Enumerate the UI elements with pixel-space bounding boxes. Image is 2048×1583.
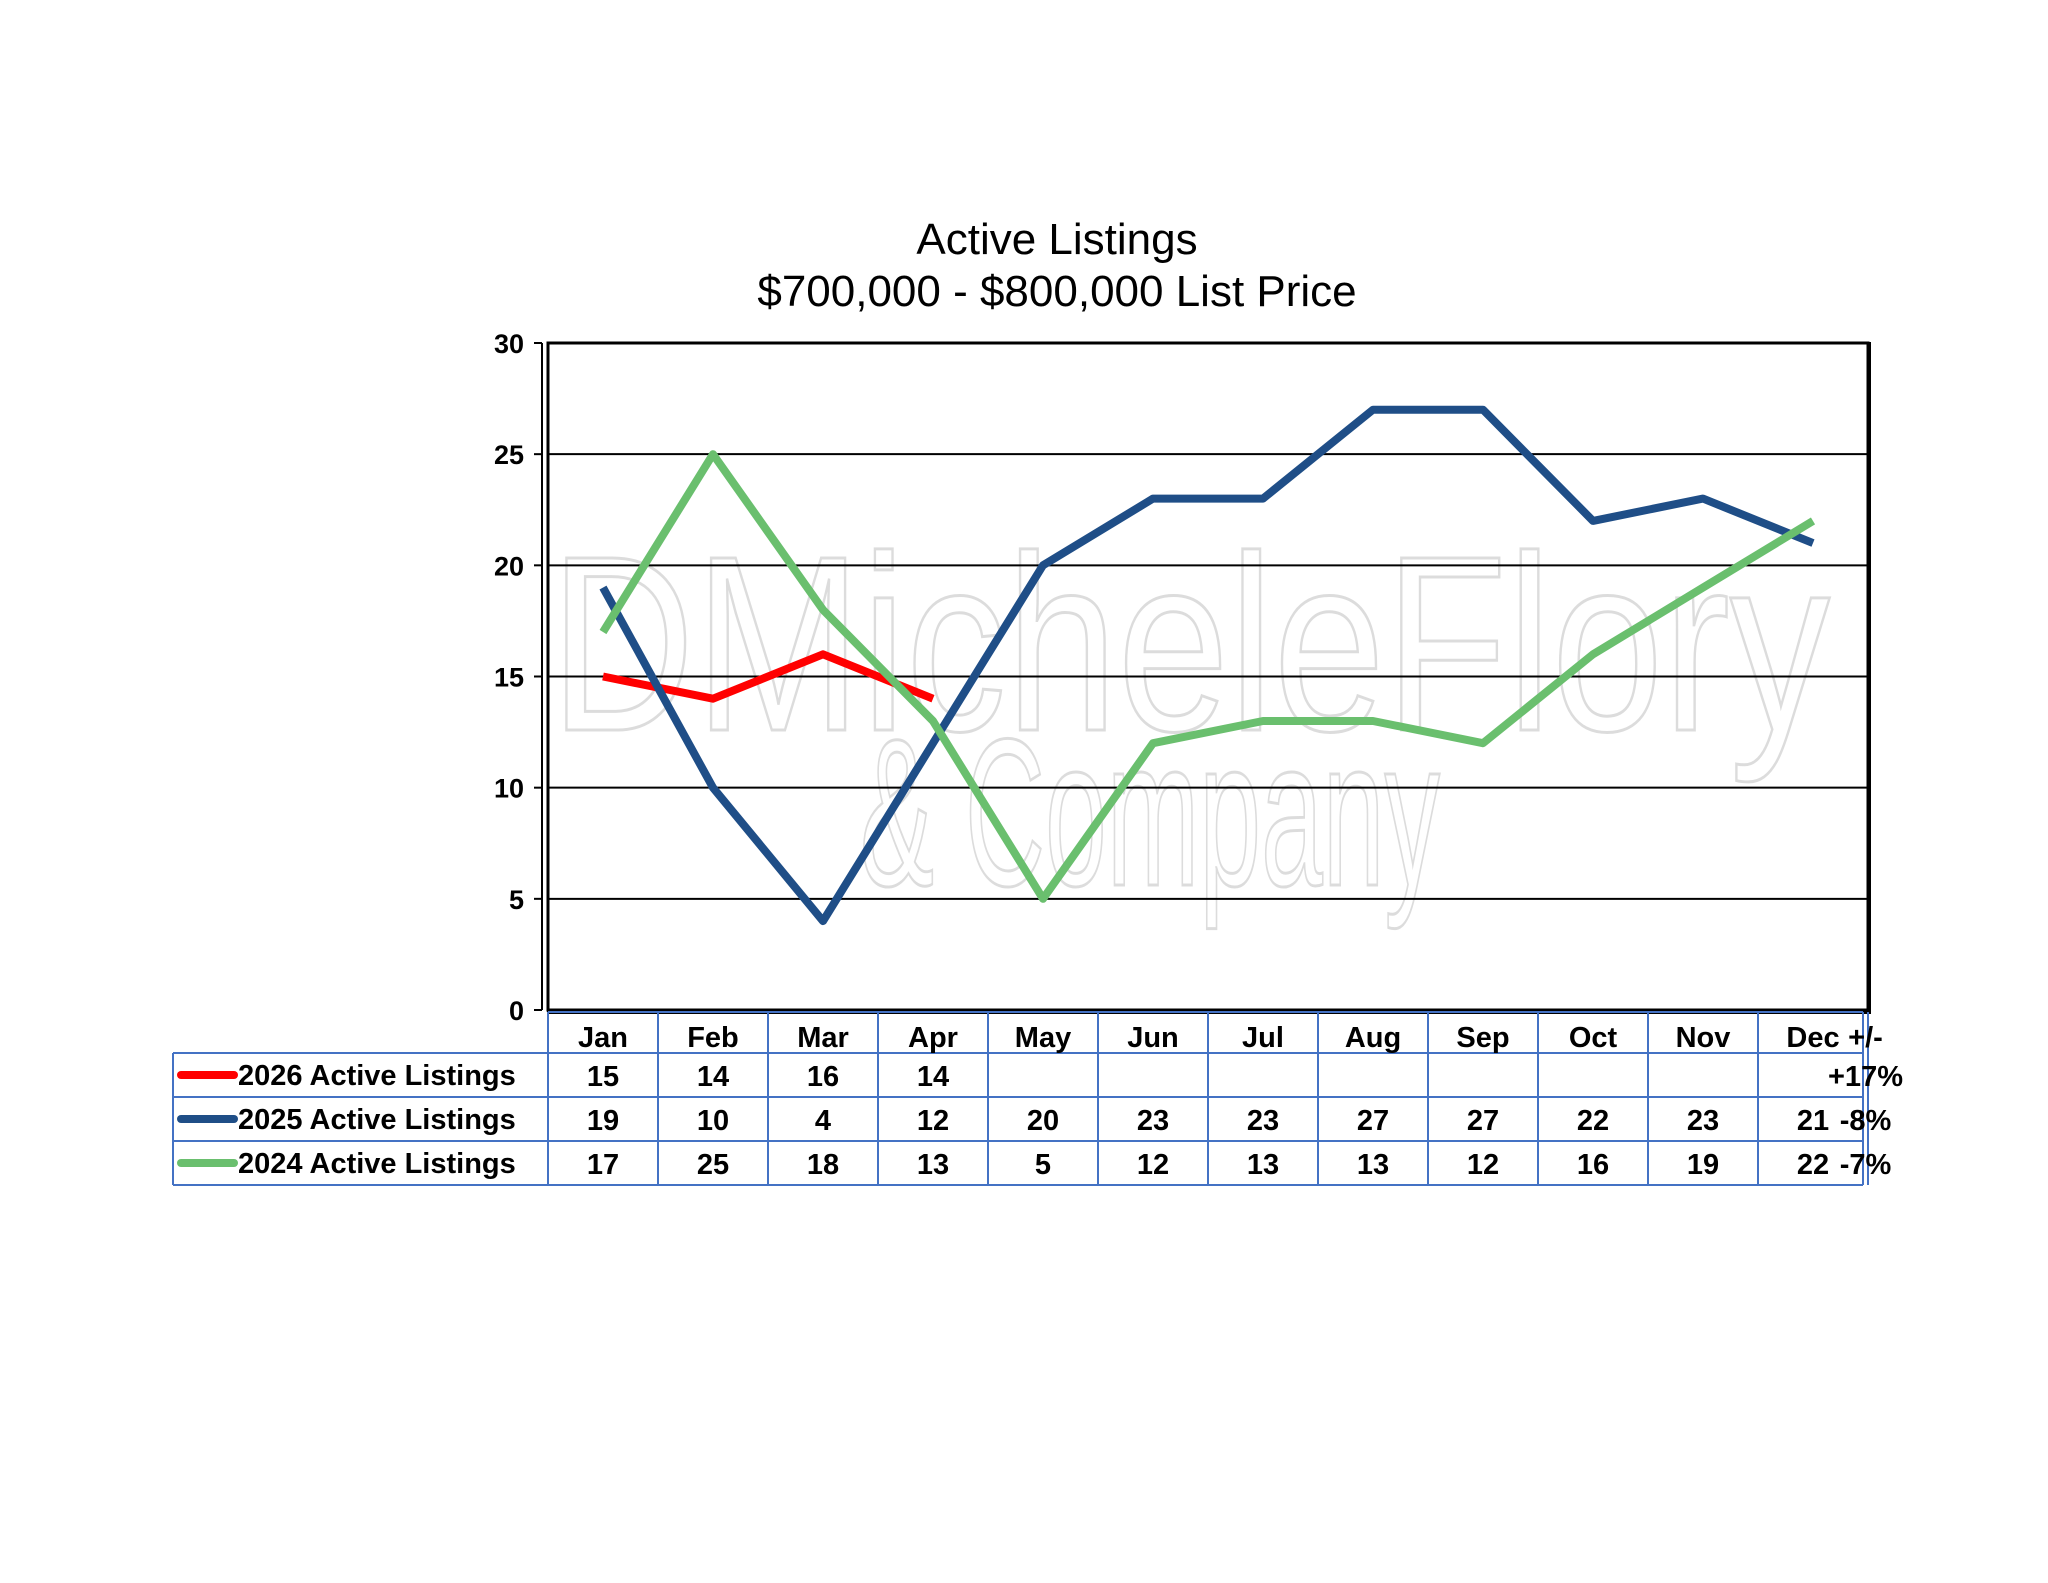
table-cell-value: 17 <box>587 1149 619 1181</box>
y-tick-label: 30 <box>494 329 524 359</box>
table-cell-value: 21 <box>1797 1105 1829 1137</box>
y-tick-label: 10 <box>494 774 524 804</box>
series-lines <box>599 405 1816 926</box>
month-label: Sep <box>1456 1022 1509 1054</box>
month-label: Jul <box>1242 1022 1284 1054</box>
table-cell-value: 23 <box>1247 1105 1279 1137</box>
month-label: Feb <box>687 1022 739 1054</box>
table-cell-change: -7% <box>1840 1149 1892 1181</box>
legend-label: 2026 Active Listings <box>238 1060 516 1092</box>
table-cell-value: 20 <box>1027 1105 1059 1137</box>
table-cell-value: 23 <box>1687 1105 1719 1137</box>
y-tick-label: 25 <box>494 440 524 470</box>
y-tick-label: 15 <box>494 663 524 693</box>
table-cell-value: 27 <box>1357 1105 1389 1137</box>
table-cell-value: 14 <box>917 1061 949 1093</box>
table-cell-value: 12 <box>1137 1149 1169 1181</box>
table-cell-value: 16 <box>1577 1149 1609 1181</box>
month-label: Oct <box>1569 1022 1618 1054</box>
table-cell-value: 18 <box>807 1149 839 1181</box>
legend-label: 2025 Active Listings <box>238 1104 516 1136</box>
y-axis: 0 5 10 15 20 25 30 <box>494 329 542 1026</box>
table-cell-value: 27 <box>1467 1105 1499 1137</box>
data-table: Jan Feb Mar Apr May Jun Jul Aug Sep Oct Nov Dec +/- 2… <box>172 1011 1903 1186</box>
table-cell-change: +17% <box>1828 1061 1903 1093</box>
table-cell-value: 22 <box>1797 1149 1829 1181</box>
table-cell-value: 16 <box>807 1061 839 1093</box>
table-cell-value: 15 <box>587 1061 619 1093</box>
chart-subtitle: $700,000 - $800,000 List Price <box>757 267 1356 316</box>
y-tick-label: 0 <box>509 996 524 1026</box>
table-cell-value: 12 <box>917 1105 949 1137</box>
month-label: Jan <box>578 1022 628 1054</box>
table-cell-value: 19 <box>587 1105 619 1137</box>
table-cell-value: 10 <box>697 1105 729 1137</box>
table-cell-value: 23 <box>1137 1105 1169 1137</box>
table-cell-change: -8% <box>1840 1105 1892 1137</box>
table-cell-value: 13 <box>1357 1149 1389 1181</box>
chart-title: Active Listings <box>916 215 1197 264</box>
table-cell-value: 22 <box>1577 1105 1609 1137</box>
watermark: DMicheleFlory & Company <box>549 503 1832 932</box>
month-label: Jun <box>1127 1022 1179 1054</box>
table-cell-value: 13 <box>1247 1149 1279 1181</box>
table-cell-value: 13 <box>917 1149 949 1181</box>
table-cell-value: 5 <box>1035 1149 1051 1181</box>
table-cell-value: 19 <box>1687 1149 1719 1181</box>
series-line <box>599 450 1816 903</box>
month-label: Aug <box>1345 1022 1401 1054</box>
table-cell-value: 12 <box>1467 1149 1499 1181</box>
month-label: Mar <box>797 1022 849 1054</box>
table-cell-value: 14 <box>697 1061 729 1093</box>
watermark-line2: & Company <box>860 695 1440 930</box>
y-tick-label: 5 <box>509 885 524 915</box>
series-line <box>599 405 1815 926</box>
table-cell-value: 25 <box>697 1149 729 1181</box>
table-cell-value: 4 <box>815 1105 831 1137</box>
month-label: Apr <box>908 1022 958 1054</box>
month-label: Dec <box>1786 1022 1839 1054</box>
legend-label: 2024 Active Listings <box>238 1148 516 1180</box>
y-tick-label: 20 <box>494 551 524 581</box>
change-header: +/- <box>1848 1022 1883 1054</box>
month-label: May <box>1015 1022 1071 1054</box>
month-label: Nov <box>1676 1022 1731 1054</box>
